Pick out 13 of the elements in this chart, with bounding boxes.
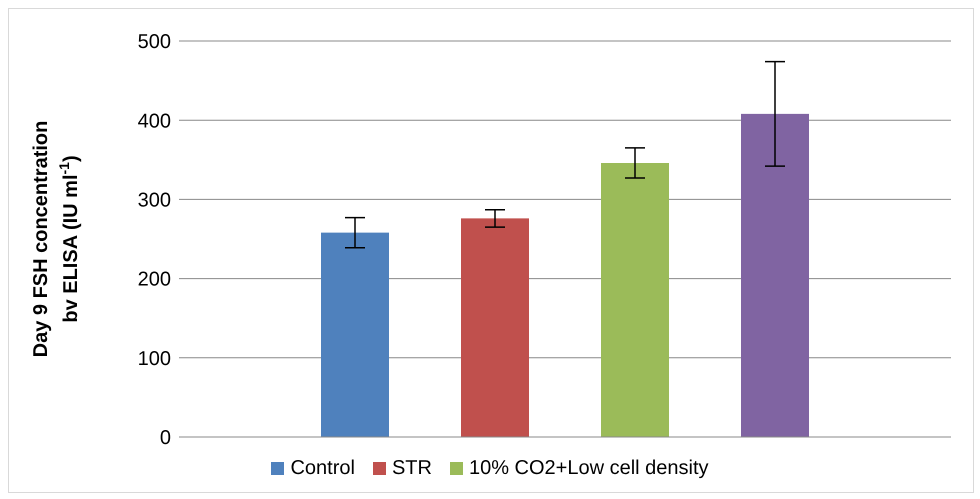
legend-label: Control xyxy=(290,457,355,480)
bar xyxy=(601,162,669,437)
y-tick-label: 500 xyxy=(138,31,171,54)
y-tick-label: 400 xyxy=(138,110,171,132)
y-tick-label: 100 xyxy=(138,348,171,370)
bar xyxy=(321,232,389,437)
bar xyxy=(461,218,529,437)
legend-label: STR xyxy=(392,457,432,480)
y-tick-label: 300 xyxy=(138,190,171,212)
y-tick-label: 0 xyxy=(160,427,171,450)
y-tick-label: 200 xyxy=(138,268,171,291)
legend-label: 10% CO2+Low cell density xyxy=(468,457,709,480)
bar xyxy=(741,114,809,437)
